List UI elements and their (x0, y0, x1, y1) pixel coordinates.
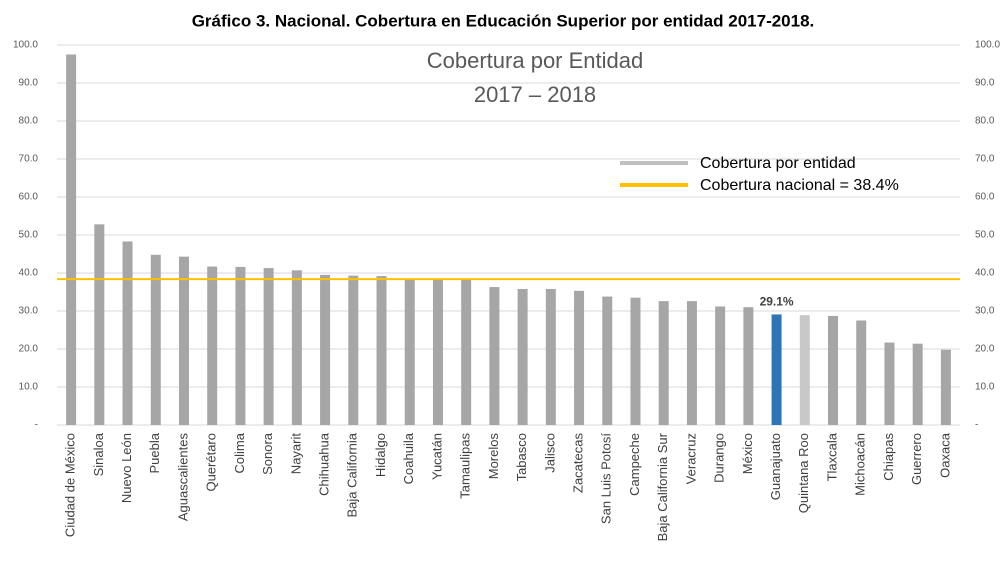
x-tick-label: Nuevo León (119, 433, 134, 503)
y-tick-label: 30.0 (19, 306, 39, 317)
x-tick-label: Querétaro (204, 433, 219, 492)
x-tick-label: Guerrero (909, 433, 924, 485)
bar (178, 256, 189, 425)
bar (150, 254, 161, 425)
y2-tick-label: 80.0 (975, 116, 995, 127)
y2-tick-label: 60.0 (975, 192, 995, 203)
bar (743, 307, 754, 425)
data-label: 29.1% (760, 295, 794, 309)
y-tick-label: 90.0 (19, 78, 39, 89)
bar (574, 290, 585, 425)
bar (912, 343, 923, 425)
x-tick-label: Yucatán (429, 433, 444, 480)
x-tick-label: Tabasco (514, 433, 529, 481)
x-tick-label: Hidalgo (373, 433, 388, 477)
x-tick-label: Aguascalientes (175, 433, 190, 522)
x-tick-label: Quintana Roo (796, 433, 811, 513)
bar (940, 349, 951, 425)
y2-tick-label: 90.0 (975, 78, 995, 89)
bar (320, 274, 331, 425)
bar (884, 342, 895, 425)
x-tick-label: Tamaulipas (458, 433, 473, 499)
bar (658, 301, 669, 425)
bar (771, 314, 782, 425)
inner-title: Cobertura por Entidad (427, 48, 643, 73)
x-tick-label: Baja California (345, 432, 360, 517)
y-tick-label: 80.0 (19, 116, 39, 127)
x-tick-label: Ciudad de México (63, 433, 78, 537)
x-tick-label: Durango (712, 433, 727, 483)
bar (828, 315, 839, 425)
x-tick-label: Tlaxcala (824, 432, 839, 481)
bar (122, 241, 133, 425)
y-tick-label: 60.0 (19, 192, 39, 203)
y-tick-label: 10.0 (19, 382, 39, 393)
y2-tick-label: 100.0 (975, 40, 1000, 51)
x-tick-label: Guanajuato (768, 433, 783, 500)
legend-label: Cobertura nacional = 38.4% (700, 177, 899, 194)
inner-title: 2017 – 2018 (474, 82, 596, 107)
bar (376, 276, 387, 425)
y2-tick-label: 20.0 (975, 344, 995, 355)
x-tick-label: Sinaloa (91, 432, 106, 476)
bar (715, 306, 726, 425)
x-tick-label: Chiapas (881, 433, 896, 481)
bar (66, 54, 77, 425)
y-tick-label: 50.0 (19, 230, 39, 241)
y-tick-label: - (35, 420, 38, 431)
x-tick-label: Coahuila (401, 432, 416, 484)
bar (489, 287, 500, 425)
y2-tick-label: - (975, 420, 978, 431)
bar (348, 275, 359, 425)
y2-tick-label: 70.0 (975, 154, 995, 165)
x-tick-label: Campeche (627, 433, 642, 496)
bar (404, 279, 415, 425)
x-tick-label: Nayarit (288, 433, 303, 475)
y-tick-label: 70.0 (19, 154, 39, 165)
x-tick-label: San Luis Potosí (599, 433, 614, 524)
y-tick-label: 20.0 (19, 344, 39, 355)
y2-tick-label: 30.0 (975, 306, 995, 317)
x-tick-label: Puebla (147, 432, 162, 473)
x-tick-label: Baja California Sur (655, 432, 670, 541)
x-tick-label: México (740, 433, 755, 474)
bar (686, 301, 697, 425)
x-tick-label: Michoacán (853, 433, 868, 496)
x-tick-label: Jalisco (542, 433, 557, 473)
bar (517, 288, 528, 425)
x-tick-label: Oaxaca (937, 432, 952, 478)
x-tick-label: Chihuahua (317, 432, 332, 496)
y2-tick-label: 10.0 (975, 382, 995, 393)
y-tick-label: 40.0 (19, 268, 39, 279)
bar (630, 297, 641, 425)
chart-title: Gráfico 3. Nacional. Cobertura en Educac… (192, 11, 815, 30)
bar (856, 320, 867, 425)
y2-tick-label: 50.0 (975, 230, 995, 241)
bar (545, 288, 556, 425)
bar (94, 224, 105, 425)
bar (207, 266, 218, 425)
bar (235, 266, 246, 425)
x-tick-label: Zacatecas (570, 433, 585, 493)
bar (291, 270, 302, 425)
bar (602, 296, 613, 425)
y2-tick-label: 40.0 (975, 268, 995, 279)
legend-label: Cobertura por entidad (700, 155, 856, 172)
y-tick-label: 100.0 (13, 40, 38, 51)
bar (432, 279, 443, 425)
bar (263, 268, 274, 425)
bar (461, 279, 472, 425)
bar (799, 315, 810, 425)
x-tick-label: Morelos (486, 433, 501, 480)
x-tick-label: Colima (232, 432, 247, 473)
x-tick-label: Sonora (260, 432, 275, 475)
x-tick-label: Veracruz (683, 433, 698, 484)
